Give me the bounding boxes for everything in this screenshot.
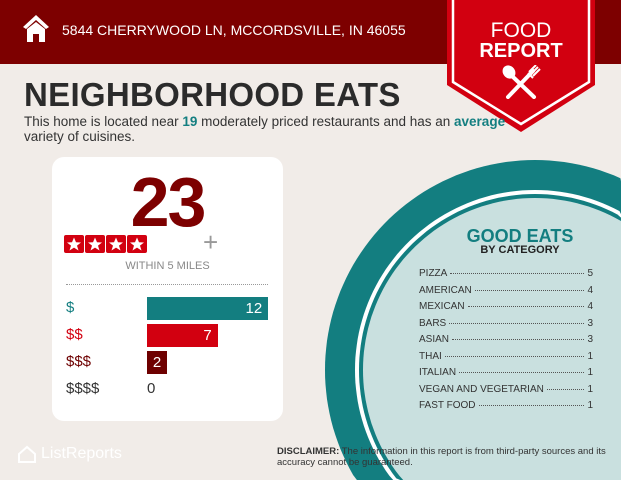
food-report-ribbon: FOOD REPORT xyxy=(447,0,595,132)
price-bar-value: 0 xyxy=(147,380,156,397)
page-title: NEIGHBORHOOD EATS xyxy=(24,76,401,113)
category-count: 4 xyxy=(587,284,593,296)
good-eats-subtitle: BY CATEGORY xyxy=(480,244,560,256)
category-row: FAST FOOD 1 xyxy=(419,400,593,411)
category-name: THAI xyxy=(419,350,442,362)
restaurant-count: 19 xyxy=(182,114,198,129)
category-name: ITALIAN xyxy=(419,367,457,378)
disclaimer: DISCLAIMER: The information in this repo… xyxy=(277,446,606,468)
category-count: 3 xyxy=(587,317,593,329)
category-count: 1 xyxy=(587,400,593,411)
home-icon xyxy=(23,15,49,42)
category-name: MEXICAN xyxy=(419,301,465,312)
ribbon-line2: REPORT xyxy=(479,40,563,62)
category-row: THAI 1 xyxy=(419,351,593,362)
restaurant-count-card: 23 xyxy=(52,157,283,421)
variety-level: average xyxy=(454,114,506,129)
category-count: 5 xyxy=(587,268,593,279)
listreports-logo: ListReports xyxy=(16,444,122,464)
category-row: VEGAN AND VEGETARIAN 1 xyxy=(419,384,593,395)
within-distance: WITHIN 5 MILES xyxy=(125,260,210,272)
star-icon xyxy=(85,235,105,253)
price-bar: 12 xyxy=(147,297,269,320)
category-row: MEXICAN 4 xyxy=(419,301,593,312)
price-bar: 2 xyxy=(147,351,168,374)
star-icon xyxy=(64,235,84,253)
category-row: ITALIAN 1 xyxy=(419,367,593,378)
price-label: $$ xyxy=(66,326,83,343)
category-name: FAST FOOD xyxy=(419,400,476,411)
divider xyxy=(66,284,268,285)
category-row: ASIAN 3 xyxy=(419,334,593,345)
category-name: BARS xyxy=(419,317,447,329)
rating-stars xyxy=(64,235,148,258)
category-row: AMERICAN 4 xyxy=(419,285,593,296)
category-count: 3 xyxy=(587,334,593,345)
category-name: VEGAN AND VEGETARIAN xyxy=(419,383,544,395)
star-icon xyxy=(127,235,147,253)
ribbon-line1: FOOD xyxy=(490,19,552,42)
category-row: PIZZA 5 xyxy=(419,268,593,279)
category-name: ASIAN xyxy=(419,334,450,345)
category-row: BARS 3 xyxy=(419,318,593,329)
summary-text: This home is located near 19 moderately … xyxy=(24,114,506,144)
price-label: $ xyxy=(66,299,75,316)
utensils-icon xyxy=(502,65,541,99)
price-label: $$$$ xyxy=(66,380,100,397)
address: 5844 CHERRYWOOD LN, MCCORDSVILLE, IN 460… xyxy=(62,22,406,38)
category-count: 1 xyxy=(587,383,593,395)
category-count: 1 xyxy=(587,367,593,378)
good-eats-title: GOOD EATS xyxy=(466,226,574,246)
category-count: 1 xyxy=(587,350,593,362)
logo-icon xyxy=(18,445,36,463)
price-bar: 7 xyxy=(147,324,218,347)
category-count: 4 xyxy=(587,301,593,312)
star-icon xyxy=(106,235,126,253)
category-name: PIZZA xyxy=(419,268,448,279)
price-label: $$$ xyxy=(66,353,92,370)
plus-sign: + xyxy=(203,227,219,257)
total-count: 23 xyxy=(130,163,207,241)
category-name: AMERICAN xyxy=(419,284,472,296)
